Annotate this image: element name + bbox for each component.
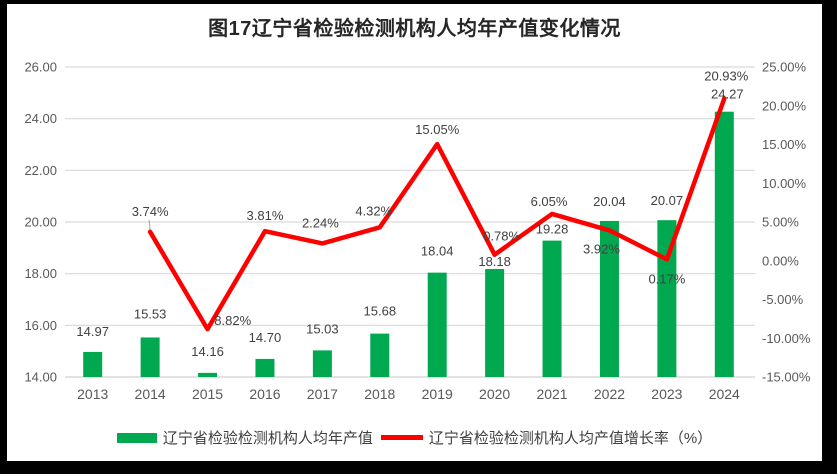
bar-2014 (140, 337, 160, 377)
legend-entry-bar-series: 辽宁省检验检测机构人均年产值 (116, 427, 373, 448)
y2-axis-tick-label: 20.00% (762, 98, 807, 113)
chart-background (7, 4, 822, 461)
line-point-label: 3.81% (247, 208, 284, 223)
line-point-label: 0.17% (648, 271, 685, 286)
x-axis-tick-label: 2014 (135, 386, 166, 402)
y-axis-tick-label: 14.00 (24, 370, 57, 385)
line-point-label: -8.82% (210, 313, 252, 328)
x-axis-tick-label: 2021 (536, 386, 567, 402)
bar-2018 (370, 333, 390, 377)
x-axis-tick-label: 2023 (651, 386, 682, 402)
y-axis-tick-label: 18.00 (24, 266, 57, 281)
x-axis-tick-label: 2019 (422, 386, 453, 402)
bar-value-label: 15.03 (306, 321, 339, 336)
chart-title: 图17辽宁省检验检测机构人均年产值变化情况 (208, 18, 621, 40)
x-axis-tick-label: 2024 (709, 386, 740, 402)
bar-2015 (198, 372, 218, 377)
line-series-swatch-icon (380, 435, 423, 440)
y2-axis-tick-label: 15.00% (762, 137, 807, 152)
bar-2020 (485, 269, 505, 377)
y2-axis-tick-label: 10.00% (762, 176, 807, 191)
bar-value-label: 15.53 (134, 306, 167, 321)
bar-value-label: 20.04 (593, 194, 626, 209)
x-axis-tick-label: 2020 (479, 386, 510, 402)
bar-value-label: 20.07 (651, 193, 684, 208)
y2-axis-tick-label: 5.00% (762, 215, 799, 230)
y-axis-tick-label: 20.00 (24, 215, 57, 230)
x-axis-tick-label: 2015 (192, 386, 223, 402)
y-axis-tick-label: 22.00 (24, 163, 57, 178)
x-axis-tick-label: 2022 (594, 386, 625, 402)
line-point-label: 15.05% (415, 122, 460, 137)
line-point-label: 3.92% (583, 241, 620, 256)
bar-2019 (427, 272, 447, 377)
bar-2024 (714, 111, 734, 378)
line-series-legend-label: 辽宁省检验检测机构人均产值增长率（%） (428, 430, 713, 447)
line-point-label: 4.32% (355, 203, 392, 218)
y-axis-tick-label: 26.00 (24, 60, 57, 75)
chart-legend: 辽宁省检验检测机构人均年产值 辽宁省检验检测机构人均产值增长率（%） (7, 427, 822, 448)
x-axis-tick-label: 2016 (249, 386, 280, 402)
y2-axis-tick-label: -5.00% (762, 292, 804, 307)
bar-series-legend-label: 辽宁省检验检测机构人均年产值 (162, 430, 373, 447)
line-point-label: 20.93% (704, 69, 749, 84)
y2-axis-tick-label: -15.00% (762, 370, 811, 385)
x-axis-tick-label: 2018 (364, 386, 395, 402)
bar-value-label: 14.70 (249, 330, 282, 345)
legend-entry-line-series: 辽宁省检验检测机构人均产值增长率（%） (380, 427, 713, 448)
growth-rate-line (147, 96, 727, 332)
bar-value-label: 15.68 (364, 304, 397, 319)
bar-value-label: 18.04 (421, 244, 454, 259)
y-axis-tick-label: 24.00 (24, 111, 57, 126)
line-point-label: 3.74% (132, 204, 169, 219)
y2-axis-tick-label: -10.00% (762, 331, 811, 346)
bar-value-label: 14.97 (76, 324, 109, 339)
bar-2013 (83, 351, 103, 377)
line-point-label: 0.78% (483, 229, 520, 244)
bar-series-swatch-icon (116, 432, 157, 443)
bar-value-label: 14.16 (191, 344, 224, 359)
bar-2016 (255, 358, 275, 377)
line-point-label: 2.24% (302, 215, 339, 230)
bar-value-label: 19.28 (536, 222, 569, 237)
label-leader-line (148, 219, 151, 230)
bar-2022 (599, 220, 619, 377)
line-point-label: 6.05% (531, 194, 568, 209)
x-axis-tick-label: 2013 (77, 386, 108, 402)
bar-value-label: 18.18 (478, 254, 511, 269)
y-axis-tick-label: 16.00 (24, 318, 57, 333)
bar-2021 (542, 240, 562, 377)
bar-value-label: 24.27 (711, 87, 744, 102)
y2-axis-tick-label: 25.00% (762, 60, 807, 75)
bar-2017 (312, 350, 332, 377)
y2-axis-tick-label: 0.00% (762, 253, 799, 268)
x-axis-tick-label: 2017 (307, 386, 338, 402)
